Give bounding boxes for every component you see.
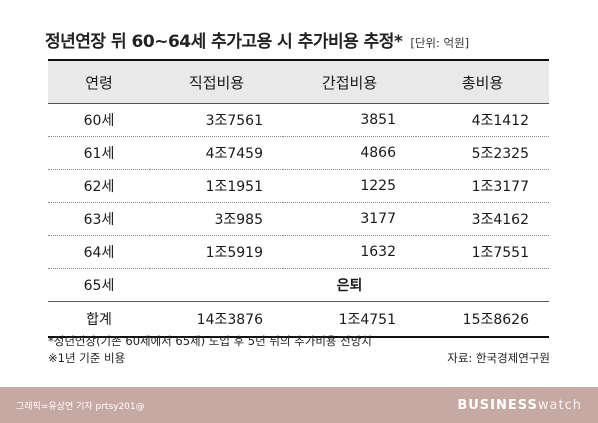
header-total-cost: 총비용: [416, 59, 549, 104]
total-indirect-cost: 1조4751: [283, 301, 416, 338]
total-label: 합계: [48, 301, 150, 338]
brand-light: watch: [537, 397, 582, 413]
indirect-cost-cell: 1632: [283, 235, 416, 269]
footer-bar: 그래픽=유상연 기자 prtsy201@ BUSINESSwatch: [0, 387, 598, 423]
table-row: 61세 4조7459 4866 5조2325: [48, 136, 549, 170]
table-row: 60세 3조7561 3851 4조1412: [48, 103, 549, 137]
age-cell: 63세: [48, 202, 150, 236]
total-direct-cost: 14조3876: [150, 301, 283, 338]
total-cost-cell: 3조4162: [416, 202, 549, 236]
cost-table: 연령 직접비용 간접비용 총비용 60세 3조7561 3851 4조1412 …: [48, 59, 549, 338]
header-indirect-cost: 간접비용: [283, 59, 416, 104]
header-direct-cost: 직접비용: [150, 59, 283, 104]
brand-logo: BUSINESSwatch: [457, 398, 582, 413]
source-note: 자료: 한국경제연구원: [447, 351, 550, 365]
age-cell: 64세: [48, 235, 150, 269]
footnote-definition: *정년연장(기존 60세에서 65세) 도입 후 5년 뒤의 추가비용 전망치: [48, 334, 372, 348]
age-cell: 61세: [48, 136, 150, 170]
indirect-cost-cell: 3177: [283, 202, 416, 236]
age-cell: 60세: [48, 103, 150, 137]
retired-row: 65세 은퇴: [48, 268, 549, 302]
unit-label: [단위: 억원]: [410, 36, 470, 50]
total-cost-cell: 4조1412: [416, 103, 549, 137]
indirect-cost-cell: 4866: [283, 136, 416, 170]
direct-cost-cell: 3조985: [150, 202, 283, 236]
direct-cost-cell: 1조5919: [150, 235, 283, 269]
table-row: 62세 1조1951 1225 1조3177: [48, 169, 549, 203]
direct-cost-cell: 4조7459: [150, 136, 283, 170]
total-cost-cell: 1조3177: [416, 169, 549, 203]
age-cell: 62세: [48, 169, 150, 203]
table-header-row: 연령 직접비용 간접비용 총비용: [48, 59, 549, 104]
total-row: 합계 14조3876 1조4751 15조8626: [48, 301, 549, 338]
total-total-cost: 15조8626: [416, 301, 549, 338]
retired-note: 은퇴: [150, 268, 549, 302]
title-row: 정년연장 뒤 60~64세 추가고용 시 추가비용 추정* [단위: 억원]: [45, 27, 568, 52]
direct-cost-cell: 3조7561: [150, 103, 283, 137]
direct-cost-cell: 1조1951: [150, 169, 283, 203]
table-row: 64세 1조5919 1632 1조7551: [48, 235, 549, 269]
header-age: 연령: [48, 59, 150, 104]
graphic-credit: 그래픽=유상연 기자 prtsy201@: [16, 401, 145, 412]
total-cost-cell: 1조7551: [416, 235, 549, 269]
total-cost-cell: 5조2325: [416, 136, 549, 170]
indirect-cost-cell: 3851: [283, 103, 416, 137]
footnote-basis: ※1년 기준 비용: [48, 351, 126, 365]
brand-bold: BUSINESS: [457, 397, 538, 413]
table-row: 63세 3조985 3177 3조4162: [48, 202, 549, 236]
age-cell: 65세: [48, 268, 150, 302]
indirect-cost-cell: 1225: [283, 169, 416, 203]
page-title: 정년연장 뒤 60~64세 추가고용 시 추가비용 추정*: [45, 32, 403, 52]
